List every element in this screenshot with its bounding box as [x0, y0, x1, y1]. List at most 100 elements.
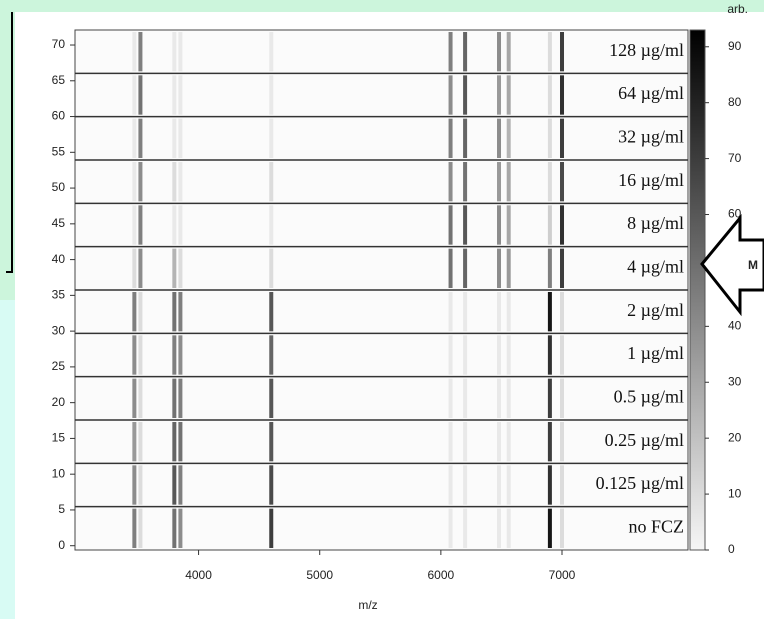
band [172, 248, 177, 288]
band [448, 32, 453, 72]
band [138, 162, 143, 202]
band [132, 465, 137, 505]
lane-label: 4 µg/ml [627, 256, 684, 276]
y-tick-label: 5 [58, 502, 65, 516]
band [463, 378, 468, 418]
colorbar-tick-label: 80 [728, 95, 742, 109]
band [497, 508, 502, 548]
band [269, 248, 274, 288]
band [547, 335, 552, 375]
band [560, 292, 565, 332]
colorbar-tick-label: 20 [728, 430, 742, 444]
band [172, 162, 177, 202]
band [172, 378, 177, 418]
band [138, 75, 143, 115]
lane-label: no FCZ [628, 516, 684, 536]
y-tick-label: 35 [52, 288, 66, 302]
band [497, 75, 502, 115]
x-axis-label: m/z [358, 598, 377, 612]
band [448, 118, 453, 158]
band [448, 508, 453, 548]
band [506, 465, 511, 505]
band [172, 465, 177, 505]
band [547, 378, 552, 418]
band [269, 508, 274, 548]
arrow-label: M [748, 258, 758, 272]
band [448, 422, 453, 462]
x-tick-label: 7000 [549, 568, 576, 582]
band [138, 335, 143, 375]
y-tick-label: 15 [52, 431, 66, 445]
band [497, 465, 502, 505]
band [547, 248, 552, 288]
colorbar-tick-label: 10 [728, 486, 742, 500]
band [178, 32, 183, 72]
lane-label: 2 µg/ml [627, 300, 684, 320]
band [547, 162, 552, 202]
band [178, 335, 183, 375]
band [178, 292, 183, 332]
band [448, 378, 453, 418]
band [560, 32, 565, 72]
band [547, 205, 552, 245]
band [506, 162, 511, 202]
band [560, 205, 565, 245]
colorbar-tick-label: 0 [728, 542, 735, 556]
lane-label: 0.25 µg/ml [605, 430, 684, 450]
band [269, 335, 274, 375]
band [547, 292, 552, 332]
band [506, 422, 511, 462]
band [172, 118, 177, 158]
band [178, 422, 183, 462]
band [463, 292, 468, 332]
band [547, 465, 552, 505]
band [463, 75, 468, 115]
band [138, 205, 143, 245]
band [178, 465, 183, 505]
band [560, 248, 565, 288]
band [497, 335, 502, 375]
band [138, 248, 143, 288]
band [463, 422, 468, 462]
band [132, 378, 137, 418]
band [547, 118, 552, 158]
band [506, 248, 511, 288]
band [269, 75, 274, 115]
band [463, 205, 468, 245]
colorbar-tick-label: 70 [728, 151, 742, 165]
band [506, 205, 511, 245]
band [178, 205, 183, 245]
band [448, 205, 453, 245]
band [560, 465, 565, 505]
band [497, 118, 502, 158]
band [172, 508, 177, 548]
band [138, 32, 143, 72]
band [132, 118, 137, 158]
band [463, 508, 468, 548]
lane-label: 0.5 µg/ml [614, 386, 684, 406]
band [269, 205, 274, 245]
band [132, 75, 137, 115]
band [463, 248, 468, 288]
lane-label: 1 µg/ml [627, 343, 684, 363]
band [132, 32, 137, 72]
band [269, 292, 274, 332]
band [547, 508, 552, 548]
y-tick-label: 40 [52, 252, 66, 266]
band [463, 118, 468, 158]
x-tick-label: 5000 [306, 568, 333, 582]
y-tick-label: 50 [52, 180, 66, 194]
band [132, 508, 137, 548]
band [172, 205, 177, 245]
band [547, 75, 552, 115]
band [448, 335, 453, 375]
band [463, 465, 468, 505]
y-tick-label: 45 [52, 216, 66, 230]
band [506, 75, 511, 115]
colorbar-tick-label: 30 [728, 374, 742, 388]
band [178, 508, 183, 548]
y-tick-label: 70 [52, 37, 66, 51]
band [560, 335, 565, 375]
